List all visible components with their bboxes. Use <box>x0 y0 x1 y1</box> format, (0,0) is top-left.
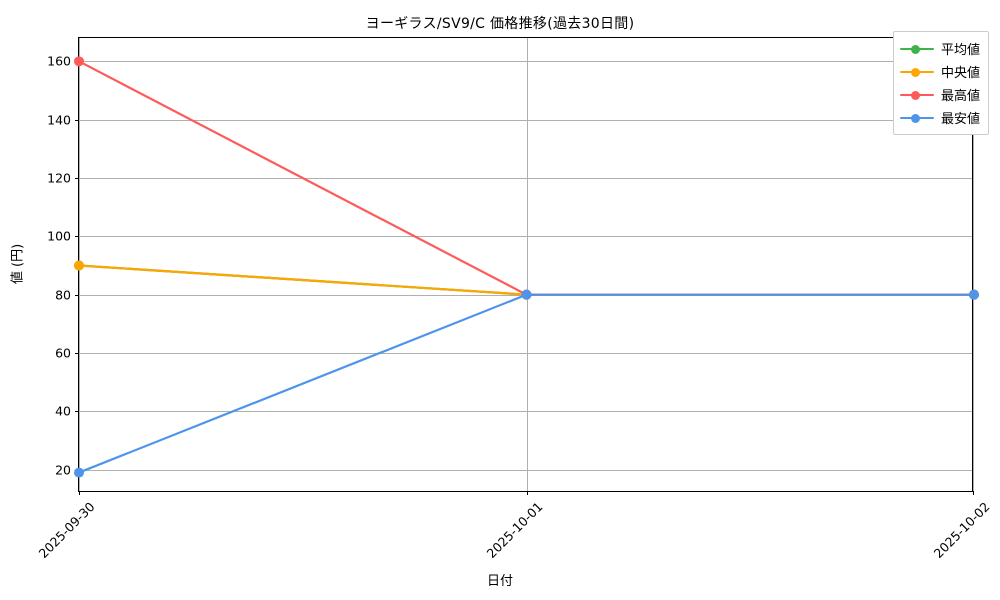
y-tick-mark <box>75 469 79 471</box>
legend-item-平均値[interactable]: 平均値 <box>899 37 980 60</box>
gridline-horizontal <box>79 469 972 471</box>
legend-marker-dot <box>910 113 920 123</box>
chart-legend[interactable]: 平均値中央値最高値最安値 <box>892 31 989 135</box>
legend-label: 最高値 <box>940 89 980 104</box>
legend-item-最高値[interactable]: 最高値 <box>899 83 980 106</box>
y-tick-mark <box>75 119 79 121</box>
y-tick-label: 80 <box>55 287 71 303</box>
legend-label: 中央値 <box>940 66 980 81</box>
y-axis-label: 値 (円) <box>10 243 26 285</box>
y-tick-mark <box>75 236 79 238</box>
x-tick-label: 2025-10-01 <box>483 499 546 561</box>
x-tick-mark <box>79 491 80 495</box>
legend-label: 平均値 <box>940 43 980 58</box>
gridline-horizontal <box>79 353 972 354</box>
gridline-vertical <box>79 38 80 491</box>
x-tick-label: 2025-09-30 <box>35 499 98 561</box>
gridline-horizontal <box>79 61 972 63</box>
gridline-horizontal <box>79 119 972 121</box>
x-tick-mark <box>526 491 528 495</box>
gridline-horizontal <box>79 411 972 413</box>
legend-swatch-icon <box>899 66 934 78</box>
y-tick-label: 100 <box>47 228 71 244</box>
y-tick-label: 120 <box>47 170 71 186</box>
y-tick-mark <box>75 294 79 296</box>
legend-swatch-icon <box>899 89 934 101</box>
y-tick-mark <box>75 411 79 413</box>
x-axis-label: 日付 <box>486 574 513 589</box>
x-tick-mark <box>973 491 974 495</box>
y-tick-mark <box>75 61 79 63</box>
y-tick-label: 160 <box>47 53 71 69</box>
legend-swatch-icon <box>899 43 934 55</box>
legend-label: 最安値 <box>940 112 980 127</box>
legend-swatch-icon <box>899 112 934 124</box>
y-tick-mark <box>75 353 79 354</box>
y-tick-label: 140 <box>47 112 71 128</box>
legend-item-最安値[interactable]: 最安値 <box>899 106 980 129</box>
plot-area: 20 40 60 80 100 120 140 160 2025-09-30 2025-10-0… <box>36 37 993 561</box>
legend-item-中央値[interactable]: 中央値 <box>899 60 980 83</box>
y-tick-label: 40 <box>55 403 71 419</box>
legend-marker-dot <box>910 67 920 77</box>
chart-title: ヨーギラス/SV9/C 価格推移(過去30日間) <box>365 16 635 32</box>
gridline-horizontal <box>79 236 972 238</box>
x-tick-label: 2025-10-02 <box>930 499 993 561</box>
gridline-horizontal <box>79 294 972 296</box>
legend-marker-dot <box>910 44 920 54</box>
gridline-horizontal <box>79 178 972 179</box>
gridline-vertical <box>526 38 528 491</box>
legend-marker-dot <box>910 90 920 100</box>
y-tick-label: 60 <box>55 345 71 361</box>
y-tick-mark <box>75 178 79 179</box>
y-tick-label: 20 <box>55 462 71 478</box>
